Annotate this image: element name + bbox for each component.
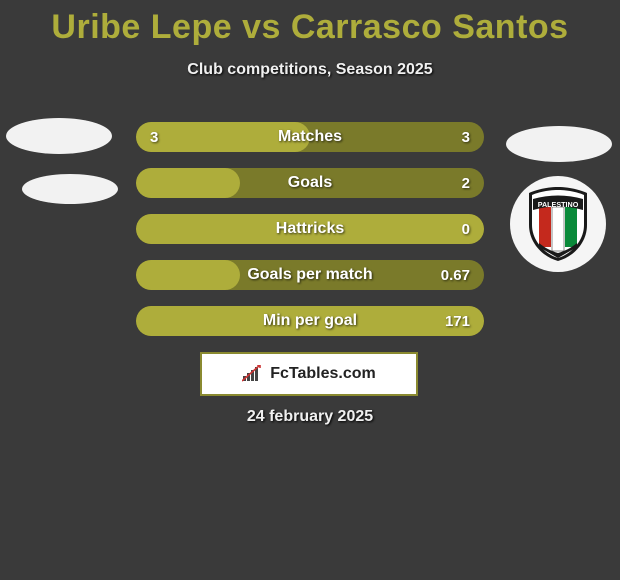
stat-right-value: 2	[462, 175, 470, 192]
bar-chart-icon	[242, 365, 264, 383]
left-team-placeholder-1	[6, 118, 112, 154]
stat-row: 3 Matches 3	[136, 122, 484, 152]
stat-label: Goals per match	[247, 266, 372, 284]
stat-label: Min per goal	[263, 312, 357, 330]
stat-right-value: 0	[462, 221, 470, 238]
right-team-badge-area: PALESTINO	[510, 176, 610, 276]
stat-label: Hattricks	[276, 220, 344, 238]
stat-right-value: 3	[462, 129, 470, 146]
stat-row: Goals 2	[136, 168, 484, 198]
page-title: Uribe Lepe vs Carrasco Santos	[0, 0, 620, 47]
stat-label: Matches	[278, 128, 342, 146]
right-team-placeholder	[506, 126, 612, 162]
left-team-badges	[6, 118, 116, 224]
page-subtitle: Club competitions, Season 2025	[0, 61, 620, 79]
stat-right-value: 0.67	[441, 267, 470, 284]
stat-row: Min per goal 171	[136, 306, 484, 336]
stat-row: Hattricks 0	[136, 214, 484, 244]
stat-left-value: 3	[150, 129, 158, 146]
stat-fill	[136, 260, 240, 290]
palestino-badge: PALESTINO	[510, 176, 606, 272]
stat-label: Goals	[288, 174, 332, 192]
stat-bars: 3 Matches 3 Goals 2 Hattricks 0 Goals per match…	[136, 122, 484, 352]
stat-row: Goals per match 0.67	[136, 260, 484, 290]
shield-icon: PALESTINO	[525, 185, 591, 263]
brand-label: FcTables.com	[270, 365, 376, 383]
left-team-placeholder-2	[22, 174, 118, 204]
stat-fill	[136, 168, 240, 198]
stat-right-value: 171	[445, 313, 470, 330]
brand-box[interactable]: FcTables.com	[200, 352, 418, 396]
badge-text: PALESTINO	[538, 200, 579, 209]
footer-date: 24 february 2025	[0, 408, 620, 426]
